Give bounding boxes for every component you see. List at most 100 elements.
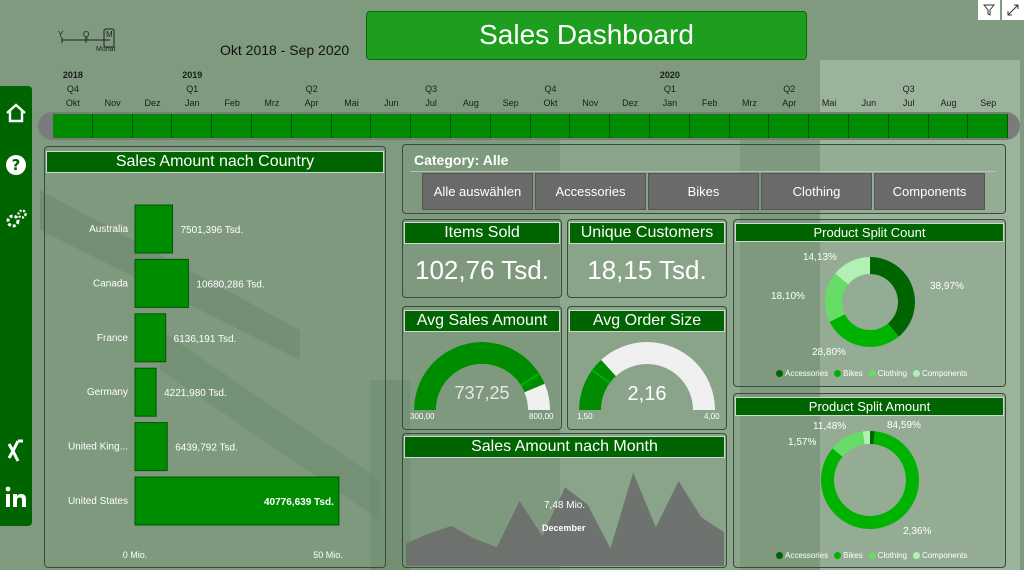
donut-slice-accessories[interactable] <box>870 257 915 337</box>
country-value-label: 7501,396 Tsd. <box>181 225 244 236</box>
help-icon[interactable]: ? <box>0 148 32 182</box>
granularity-quarter[interactable]: Q <box>83 30 90 39</box>
timeline-month-cell[interactable] <box>888 114 929 138</box>
count-legend: Accessories Bikes Clothing Components <box>776 369 967 378</box>
svg-text:?: ? <box>12 156 21 174</box>
granularity-year[interactable]: Y <box>58 30 64 39</box>
timeline-month-cell[interactable] <box>849 114 889 138</box>
timeline-month-label: Jun <box>384 98 399 108</box>
timeline-year-label: 2020 <box>659 70 680 80</box>
timeline-month-cell[interactable] <box>610 114 650 138</box>
timeline-month-cell[interactable] <box>92 114 133 138</box>
avg-order-gauge[interactable] <box>569 332 725 428</box>
timeline-month-cell[interactable] <box>570 114 611 138</box>
settings-icon[interactable] <box>0 202 32 236</box>
timeline-month-cell[interactable] <box>212 114 252 138</box>
legend-components[interactable]: Components <box>913 369 967 378</box>
timeline-month-label: Mrz <box>742 98 757 108</box>
product-split-count-panel <box>733 219 1006 387</box>
country-label: United King... <box>68 442 128 453</box>
product-split-amount-donut[interactable] <box>735 418 1004 546</box>
timeline-month-cell[interactable] <box>331 114 372 138</box>
timeline-quarter-label: Q2 <box>305 84 318 94</box>
timeline-month-cell[interactable] <box>689 114 730 138</box>
product-split-count-title: Product Split Count <box>735 223 1004 242</box>
timeline-month-cell[interactable] <box>809 114 849 138</box>
country-value-label: 6439,792 Tsd. <box>175 443 238 454</box>
timeline-month-cell[interactable] <box>769 114 810 138</box>
month-area[interactable] <box>406 472 724 567</box>
country-bar[interactable] <box>134 367 157 417</box>
timeline-month-cell[interactable] <box>928 114 969 138</box>
avg-sales-gauge[interactable] <box>404 332 560 428</box>
legend-clothing[interactable]: Clothing <box>868 369 907 378</box>
timeline-quarter-label: Q3 <box>425 84 438 94</box>
timeline-month-cell[interactable] <box>411 114 451 138</box>
avg-order-value: 2,16 <box>627 383 667 405</box>
month-tooltip-value: 7,48 Mio. <box>544 500 586 511</box>
product-split-amount-panel <box>733 393 1006 568</box>
country-bar[interactable] <box>134 476 340 526</box>
donut-slice-clothing[interactable] <box>825 273 849 322</box>
donut-slice-components[interactable] <box>835 257 870 285</box>
category-button-accessories[interactable]: Accessories <box>535 173 646 210</box>
legend-components[interactable]: Components <box>913 551 967 560</box>
donut-slice-clothing[interactable] <box>832 431 865 457</box>
timeline-month-label: Jul <box>902 98 915 108</box>
country-bar[interactable] <box>134 258 189 308</box>
timeline-month-cell[interactable] <box>650 114 690 138</box>
timeline-month-label: Jul <box>425 98 437 108</box>
category-button-clothing[interactable]: Clothing <box>761 173 872 210</box>
product-split-count-donut[interactable] <box>735 244 1004 364</box>
donut-slice-accessories[interactable] <box>870 431 875 445</box>
timeline-month-label: Dez <box>144 98 161 108</box>
timeline-quarter-label: Q1 <box>186 84 199 94</box>
category-button-bikes[interactable]: Bikes <box>648 173 759 210</box>
timeline-month-label: Jan <box>185 98 200 108</box>
expand-icon[interactable] <box>1002 0 1024 20</box>
timeline-month-cell[interactable] <box>132 114 173 138</box>
legend-bikes[interactable]: Bikes <box>834 551 863 560</box>
timeline-year-label: 2019 <box>182 70 203 80</box>
xing-icon[interactable] <box>0 434 32 468</box>
country-bar-chart[interactable]: Australia 7501,396 Tsd. Canada 10680,286 Ts… <box>46 178 384 568</box>
legend-accessories[interactable]: Accessories <box>776 551 828 560</box>
timeline-month-cell[interactable] <box>530 114 571 138</box>
timeline-month-label: Jan <box>662 98 678 108</box>
month-area-chart[interactable] <box>406 460 724 566</box>
unique-customers-title: Unique Customers <box>569 222 725 244</box>
granularity-selector[interactable]: Y Q M Monat <box>56 26 126 54</box>
timeline-month-cell[interactable] <box>968 114 1009 138</box>
home-icon[interactable] <box>0 96 32 130</box>
category-button-components[interactable]: Components <box>874 173 985 210</box>
timeline-month-cell[interactable] <box>371 114 412 138</box>
country-bar[interactable] <box>134 313 167 363</box>
filter-icon[interactable] <box>978 0 1000 20</box>
timeline-quarter-label: Q1 <box>663 84 676 94</box>
country-bar[interactable] <box>134 204 174 254</box>
legend-clothing[interactable]: Clothing <box>868 551 907 560</box>
legend-accessories[interactable]: Accessories <box>776 369 828 378</box>
country-bar[interactable] <box>134 422 168 472</box>
granularity-month[interactable]: M <box>106 30 113 39</box>
timeline-month-cell[interactable] <box>729 114 770 138</box>
donut-slice-bikes[interactable] <box>829 314 899 347</box>
timeline-month-label: Aug <box>940 98 957 108</box>
linkedin-icon[interactable] <box>0 480 32 514</box>
timeline-month-label: Mai <box>821 98 837 108</box>
timeline-month-label: Okt <box>65 98 80 108</box>
count-label-accessories: 38,97% <box>930 281 964 292</box>
category-button-alle-ausw-hlen[interactable]: Alle auswählen <box>422 173 533 210</box>
timeline-month-cell[interactable] <box>451 114 491 138</box>
donut-slice-components[interactable] <box>862 431 870 445</box>
timeline-month-cell[interactable] <box>252 114 292 138</box>
legend-bikes[interactable]: Bikes <box>834 369 863 378</box>
gauge-track <box>579 342 715 410</box>
granularity-slider[interactable] <box>56 26 126 54</box>
timeline-quarter-label: Q3 <box>902 84 915 94</box>
timeline-month-cell[interactable] <box>291 114 332 138</box>
timeline-month-cell[interactable] <box>172 114 213 138</box>
timeline-month-cell[interactable] <box>53 114 93 138</box>
period-label: Okt 2018 - Sep 2020 <box>220 42 350 58</box>
timeline-month-cell[interactable] <box>490 114 531 138</box>
